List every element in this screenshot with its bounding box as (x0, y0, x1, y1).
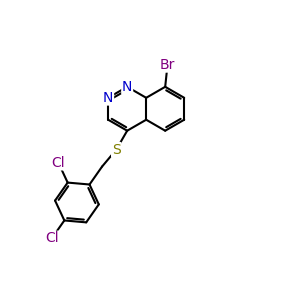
Text: N: N (122, 80, 132, 94)
Text: N: N (103, 91, 113, 105)
Text: Cl: Cl (45, 231, 58, 245)
Text: Br: Br (160, 58, 175, 72)
Text: S: S (112, 143, 121, 157)
Text: Cl: Cl (52, 156, 65, 170)
